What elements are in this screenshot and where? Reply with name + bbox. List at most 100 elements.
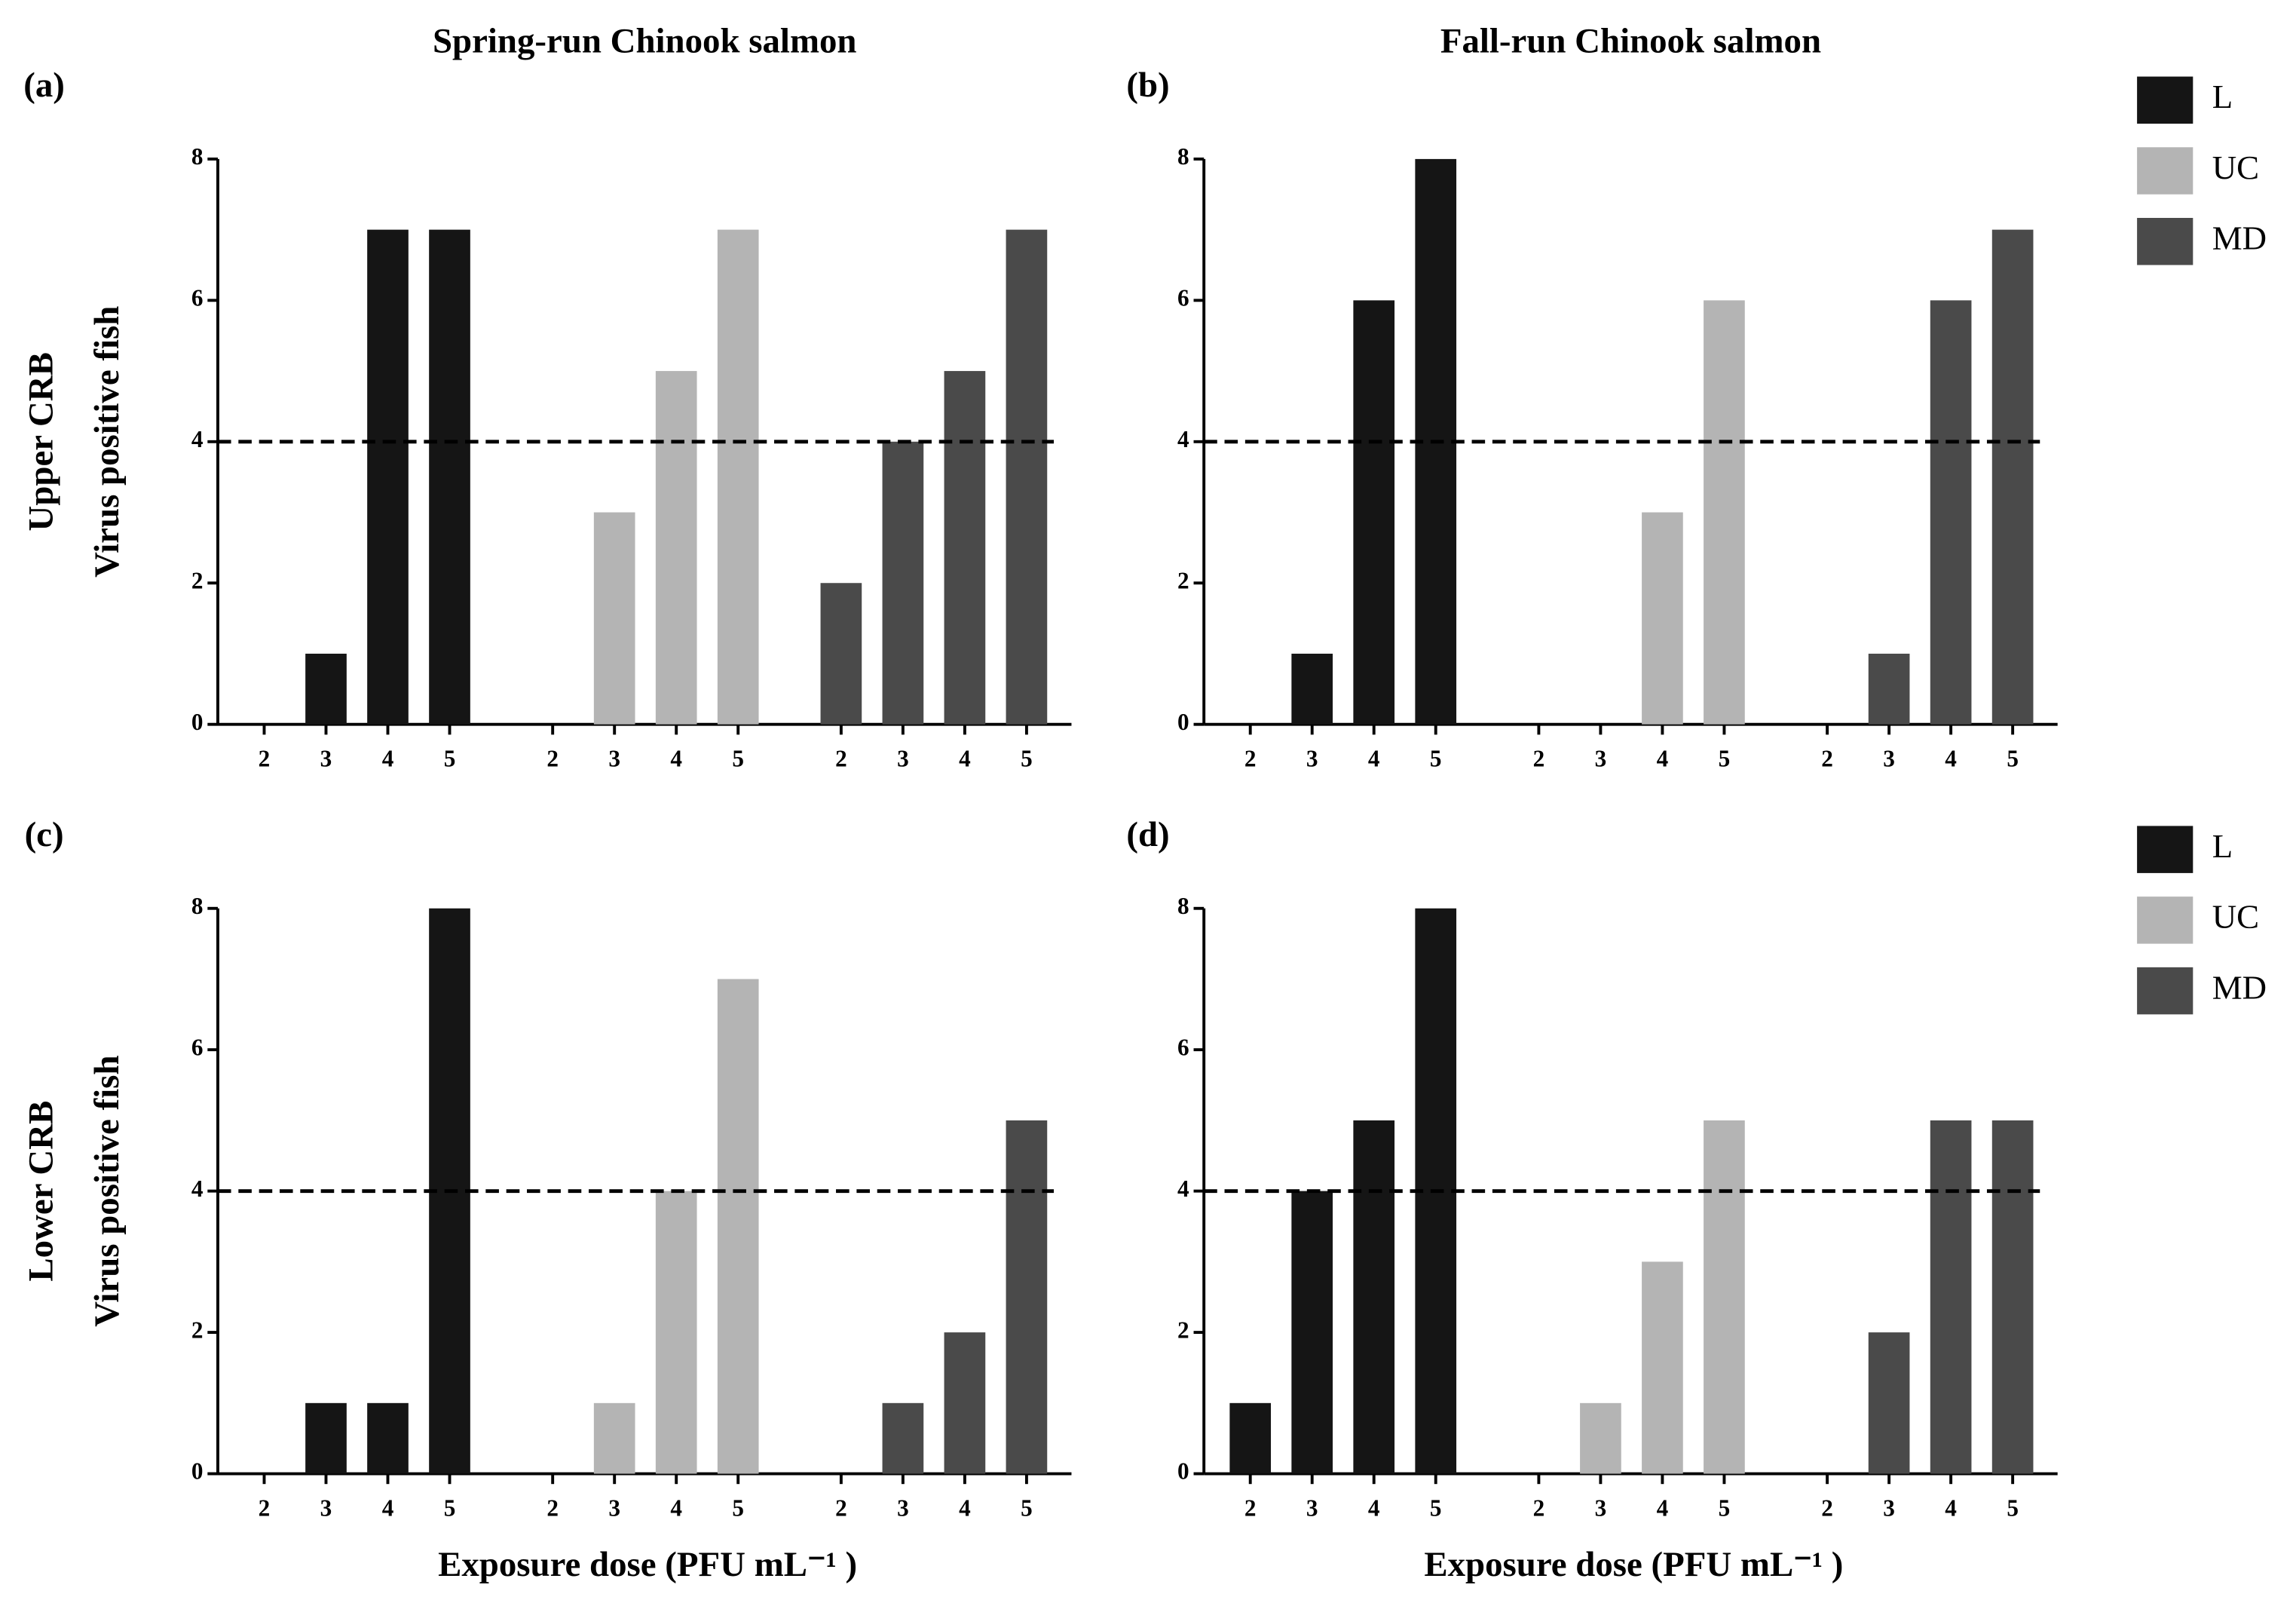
x-tick-label: 5	[1719, 746, 1731, 772]
bar	[305, 1402, 347, 1474]
legend-swatch	[2137, 218, 2193, 265]
bar	[882, 441, 924, 725]
y-tick-label: 8	[191, 893, 204, 919]
bar	[820, 583, 862, 725]
y-tick-label: 6	[1177, 285, 1189, 311]
legend-label: UC	[2212, 149, 2259, 186]
x-tick-label: 3	[1306, 746, 1318, 772]
chart-title: Fall-run Chinook salmon	[1440, 21, 1821, 60]
y-tick-label: 8	[191, 143, 204, 170]
x-tick-label: 3	[320, 1495, 332, 1522]
row-label: Lower CRB	[21, 1101, 60, 1282]
bar	[1704, 300, 1745, 725]
x-tick-label: 3	[1595, 1495, 1607, 1522]
y-tick-label: 0	[191, 709, 204, 735]
x-tick-label: 3	[608, 1495, 620, 1522]
x-tick-label: 2	[1244, 1495, 1257, 1522]
y-tick-label: 2	[191, 1316, 204, 1343]
x-tick-label: 4	[1945, 746, 1957, 772]
y-tick-label: 0	[1177, 1458, 1189, 1485]
x-tick-label: 2	[259, 1495, 271, 1522]
x-tick-label: 4	[1657, 1495, 1669, 1522]
x-tick-label: 3	[1883, 1495, 1895, 1522]
x-tick-label: 2	[546, 746, 559, 772]
panel-label: (d)	[1126, 815, 1169, 854]
row-label: Upper CRB	[21, 352, 60, 531]
y-tick-label: 8	[1177, 143, 1189, 170]
x-tick-label: 2	[835, 1495, 847, 1522]
bar	[1006, 1120, 1048, 1474]
bar	[717, 229, 759, 725]
bar	[305, 653, 347, 725]
x-tick-label: 5	[1021, 746, 1033, 772]
x-tick-label: 2	[259, 746, 271, 772]
legend-swatch	[2137, 826, 2193, 873]
panel-label: (a)	[23, 66, 65, 105]
bar	[1642, 1261, 1683, 1474]
bar	[1991, 1120, 2034, 1474]
x-tick-label: 5	[2007, 1495, 2019, 1522]
x-axis-label: Exposure dose (PFU mL⁻¹ )	[438, 1545, 857, 1584]
y-axis-label: Virus positive fish	[87, 1056, 127, 1327]
x-tick-label: 4	[959, 746, 971, 772]
x-tick-label: 5	[2007, 746, 2019, 772]
bar	[655, 371, 697, 725]
y-tick-label: 4	[191, 1175, 204, 1202]
bar	[717, 979, 759, 1474]
x-tick-label: 4	[1657, 746, 1669, 772]
bar	[1704, 1120, 1745, 1474]
legend-label: UC	[2212, 898, 2259, 936]
legend-swatch	[2137, 897, 2193, 944]
legend-label: L	[2212, 827, 2233, 865]
bar	[655, 1191, 697, 1474]
bar	[367, 229, 409, 725]
bar	[1229, 1402, 1272, 1474]
x-tick-label: 3	[897, 1495, 909, 1522]
x-tick-label: 3	[1595, 746, 1607, 772]
x-tick-label: 2	[546, 1495, 559, 1522]
bar	[1353, 300, 1395, 725]
x-tick-label: 4	[1368, 1495, 1380, 1522]
x-tick-label: 2	[1821, 746, 1833, 772]
y-tick-label: 4	[1177, 426, 1189, 452]
legend-label: MD	[2212, 968, 2267, 1006]
y-tick-label: 2	[191, 567, 204, 593]
x-tick-label: 4	[670, 746, 682, 772]
x-axis-label: Exposure dose (PFU mL⁻¹ )	[1424, 1545, 1843, 1584]
bar	[1991, 229, 2034, 725]
x-tick-label: 2	[1533, 746, 1545, 772]
bar	[1930, 300, 1972, 725]
bar	[944, 1332, 986, 1474]
bar	[882, 1402, 924, 1474]
bar	[1930, 1120, 1972, 1474]
y-axis-label: Virus positive fish	[87, 306, 127, 578]
y-tick-label: 0	[191, 1458, 204, 1485]
x-tick-label: 5	[1021, 1495, 1033, 1522]
legend-swatch	[2137, 76, 2193, 124]
x-tick-label: 5	[1430, 746, 1442, 772]
bar	[1580, 1402, 1621, 1474]
bar	[1642, 512, 1683, 725]
y-tick-label: 2	[1177, 567, 1189, 593]
x-tick-label: 4	[670, 1495, 682, 1522]
x-tick-label: 3	[320, 746, 332, 772]
bar	[1291, 1191, 1333, 1474]
bar	[944, 371, 986, 725]
legend-label: MD	[2212, 219, 2267, 257]
x-tick-label: 4	[1945, 1495, 1957, 1522]
x-tick-label: 2	[1533, 1495, 1545, 1522]
legend-label: L	[2212, 78, 2233, 115]
x-tick-label: 3	[1883, 746, 1895, 772]
x-tick-label: 5	[732, 1495, 744, 1522]
x-tick-label: 5	[1719, 1495, 1731, 1522]
bar	[1353, 1120, 1395, 1474]
x-tick-label: 2	[1821, 1495, 1833, 1522]
bar	[1006, 229, 1048, 725]
x-tick-label: 5	[732, 746, 744, 772]
x-tick-label: 3	[897, 746, 909, 772]
y-tick-label: 6	[1177, 1034, 1189, 1060]
legend-swatch	[2137, 147, 2193, 195]
x-tick-label: 5	[1430, 1495, 1442, 1522]
